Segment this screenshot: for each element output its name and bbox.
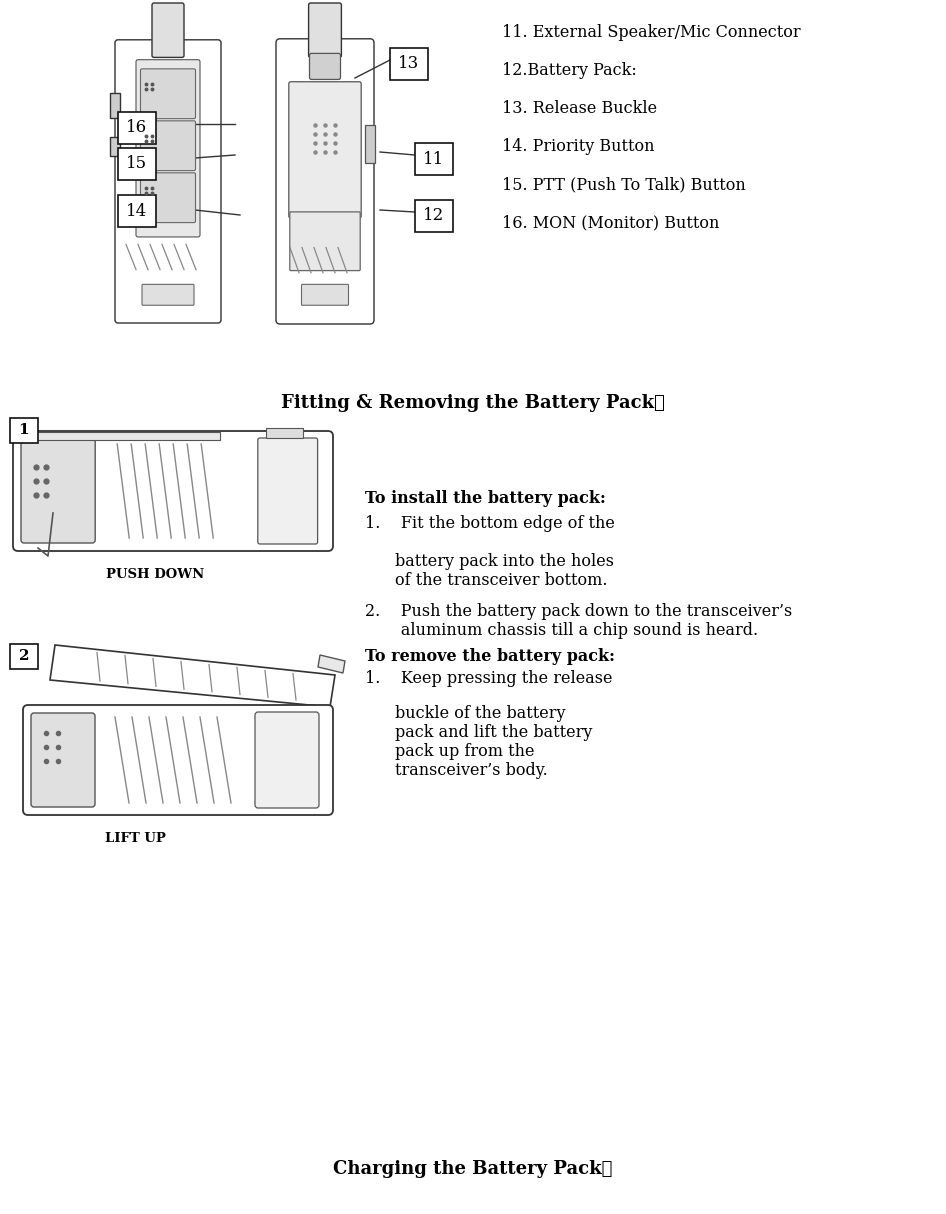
Text: aluminum chassis till a chip sound is heard.: aluminum chassis till a chip sound is he… [365, 622, 758, 639]
Bar [415, 143, 453, 175]
Text: 1: 1 [19, 424, 29, 437]
Text: 11. External Speaker/Mic Connector: 11. External Speaker/Mic Connector [502, 24, 800, 41]
FancyBboxPatch shape [289, 81, 361, 219]
Text: 2.    Push the battery pack down to the transceiver’s: 2. Push the battery pack down to the tra… [365, 603, 792, 620]
Text: 1.    Fit the bottom edge of the: 1. Fit the bottom edge of the [365, 515, 615, 532]
Bar [223, 544, 244, 549]
Text: pack and lift the battery: pack and lift the battery [395, 724, 592, 741]
Text: 1.    Keep pressing the release: 1. Keep pressing the release [365, 670, 612, 687]
Text: transceiver’s body.: transceiver’s body. [395, 762, 548, 779]
FancyBboxPatch shape [141, 69, 196, 119]
Bar [261, 807, 277, 812]
Text: 12: 12 [424, 208, 445, 225]
Text: 12.Battery Pack:: 12.Battery Pack: [502, 62, 637, 79]
Text: Fitting & Removing the Battery Pack：: Fitting & Removing the Battery Pack： [281, 395, 665, 412]
Text: pack up from the: pack up from the [395, 743, 534, 760]
FancyBboxPatch shape [142, 284, 194, 305]
Text: 15. PTT (Push To Talk) Button: 15. PTT (Push To Talk) Button [502, 176, 745, 193]
Bar [10, 418, 38, 443]
Text: 2: 2 [19, 649, 29, 664]
Bar [23, 544, 44, 549]
Text: 11: 11 [424, 151, 445, 168]
Text: buckle of the battery: buckle of the battery [395, 705, 566, 722]
Text: 13: 13 [398, 56, 420, 73]
Bar [51, 807, 67, 812]
Bar [114, 807, 130, 812]
FancyBboxPatch shape [13, 431, 333, 551]
Polygon shape [318, 656, 345, 673]
Polygon shape [50, 645, 335, 707]
Bar [33, 432, 219, 439]
FancyBboxPatch shape [302, 284, 348, 305]
Text: 13. Release Buckle: 13. Release Buckle [502, 100, 657, 117]
FancyBboxPatch shape [23, 705, 333, 815]
Bar [390, 49, 428, 80]
FancyBboxPatch shape [255, 711, 319, 809]
Text: 14: 14 [127, 203, 148, 220]
Bar [177, 807, 193, 812]
Bar [273, 544, 294, 549]
Text: of the transceiver bottom.: of the transceiver bottom. [395, 572, 607, 589]
Text: To remove the battery pack:: To remove the battery pack: [365, 648, 615, 665]
Bar [73, 544, 95, 549]
Bar [415, 200, 453, 232]
Bar [303, 807, 319, 812]
FancyBboxPatch shape [136, 59, 200, 237]
Bar [110, 137, 120, 157]
FancyBboxPatch shape [141, 121, 196, 171]
Bar [148, 544, 169, 549]
Text: LIFT UP: LIFT UP [105, 832, 166, 845]
Bar [198, 807, 214, 812]
FancyBboxPatch shape [289, 212, 360, 271]
FancyBboxPatch shape [31, 713, 95, 807]
Text: Charging the Battery Pack：: Charging the Battery Pack： [333, 1161, 613, 1178]
Bar [173, 544, 195, 549]
Bar [365, 125, 375, 163]
Text: 16. MON (Monitor) Button: 16. MON (Monitor) Button [502, 214, 719, 231]
Bar [282, 807, 298, 812]
Bar [118, 148, 156, 180]
Bar [110, 93, 120, 119]
FancyBboxPatch shape [152, 2, 184, 57]
Bar [72, 807, 88, 812]
Bar [118, 195, 156, 227]
Bar [219, 807, 235, 812]
Bar [30, 807, 46, 812]
Text: battery pack into the holes: battery pack into the holes [395, 554, 614, 571]
Bar [118, 112, 156, 144]
FancyBboxPatch shape [21, 439, 96, 543]
FancyBboxPatch shape [308, 2, 342, 57]
Text: 14. Priority Button: 14. Priority Button [502, 138, 655, 155]
Bar [240, 807, 256, 812]
Bar [48, 544, 69, 549]
Bar [298, 544, 320, 549]
FancyBboxPatch shape [309, 53, 341, 79]
Bar [93, 807, 109, 812]
FancyBboxPatch shape [141, 172, 196, 222]
FancyBboxPatch shape [258, 438, 318, 544]
Text: 15: 15 [127, 155, 148, 172]
Bar [248, 544, 270, 549]
Bar [10, 643, 38, 669]
Text: 16: 16 [127, 119, 148, 136]
Bar [98, 544, 119, 549]
Bar [156, 807, 172, 812]
Bar [135, 807, 151, 812]
FancyBboxPatch shape [115, 40, 221, 323]
Bar [198, 544, 219, 549]
Bar [123, 544, 145, 549]
Bar [266, 429, 304, 438]
FancyBboxPatch shape [276, 39, 374, 324]
Text: To install the battery pack:: To install the battery pack: [365, 490, 605, 507]
Text: PUSH DOWN: PUSH DOWN [106, 568, 204, 582]
